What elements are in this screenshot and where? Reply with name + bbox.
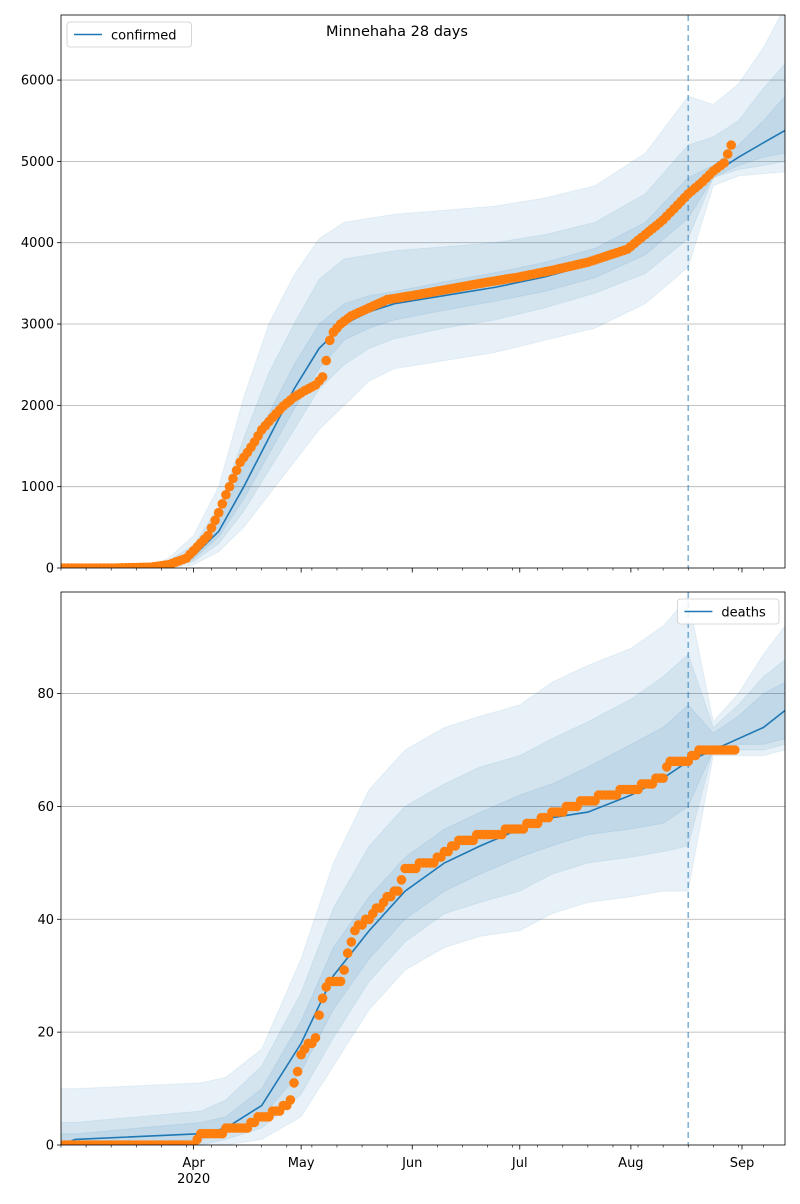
y-tick-label: 0 xyxy=(46,1139,54,1154)
observed-point xyxy=(396,875,407,885)
plot-area xyxy=(61,592,785,1145)
figure-title: Minnehaha 28 days xyxy=(326,24,468,40)
x-tick-label: Aug xyxy=(618,1156,643,1171)
observed-point xyxy=(317,993,328,1004)
uncertainty-band-2 xyxy=(61,653,785,1145)
y-tick-label: 3000 xyxy=(21,318,54,333)
axes-frame xyxy=(60,14,786,569)
x-tick-label: Sep xyxy=(730,1156,755,1171)
observed-point xyxy=(213,507,224,518)
legend: confirmed xyxy=(66,21,192,48)
observed-point xyxy=(228,473,238,484)
observed-point xyxy=(730,745,740,755)
observed-point xyxy=(325,335,335,346)
x-tick-label: Jul xyxy=(511,1156,528,1171)
y-tick-label: 6000 xyxy=(21,74,54,89)
observed-point xyxy=(339,965,349,975)
observed-point xyxy=(719,158,729,168)
observed-point xyxy=(231,465,242,476)
legend: deaths xyxy=(677,598,780,625)
observed-point xyxy=(285,1095,296,1105)
observed-point xyxy=(346,937,357,947)
y-tick-label: 40 xyxy=(37,913,54,928)
observed-point xyxy=(314,1010,324,1020)
observed-point xyxy=(310,1033,321,1043)
observed-point xyxy=(393,886,403,896)
observed-point xyxy=(224,481,235,492)
y-tick-label: 60 xyxy=(37,800,54,815)
observed-point xyxy=(210,515,220,526)
observed-point xyxy=(321,355,332,366)
legend-label: confirmed xyxy=(111,29,177,44)
y-tick-label: 0 xyxy=(46,562,54,577)
observed-point xyxy=(658,773,668,783)
legend-label: deaths xyxy=(721,606,766,621)
x-tick-label: Jun xyxy=(401,1156,422,1171)
legend-box xyxy=(677,598,780,625)
y-tick-label: 20 xyxy=(37,1026,54,1041)
x-tick-label: Apr xyxy=(182,1156,205,1171)
observed-point xyxy=(317,372,328,382)
x-tick-year-label: 2020 xyxy=(177,1172,210,1187)
observed-point xyxy=(221,490,231,500)
uncertainty-band-3 xyxy=(61,95,785,568)
x-tick-label: May xyxy=(288,1156,315,1171)
observed-point xyxy=(289,1078,299,1088)
observed-point xyxy=(722,149,733,159)
y-tick-label: 4000 xyxy=(21,236,54,251)
uncertainty-band-1 xyxy=(61,596,785,1145)
legend-box xyxy=(66,21,192,48)
y-tick-label: 1000 xyxy=(21,480,54,495)
y-tick-label: 5000 xyxy=(21,155,54,170)
plot-area xyxy=(61,15,785,568)
observed-point xyxy=(217,499,228,509)
observed-point xyxy=(342,948,353,958)
observed-point xyxy=(726,140,736,150)
observed-point xyxy=(292,1066,303,1077)
observed-point xyxy=(203,530,213,541)
observed-point xyxy=(335,976,346,987)
confirmed-panel: 0 1000 2000 3000 4000 5000 6000 confirmed xyxy=(21,14,786,577)
axes-frame xyxy=(60,591,786,1146)
y-tick-label: 80 xyxy=(37,687,54,702)
y-tick-label: 2000 xyxy=(21,399,54,414)
uncertainty-band-2 xyxy=(61,63,785,568)
observed-point xyxy=(206,523,217,533)
